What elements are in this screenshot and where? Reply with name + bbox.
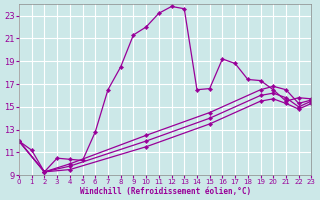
X-axis label: Windchill (Refroidissement éolien,°C): Windchill (Refroidissement éolien,°C) — [80, 187, 251, 196]
